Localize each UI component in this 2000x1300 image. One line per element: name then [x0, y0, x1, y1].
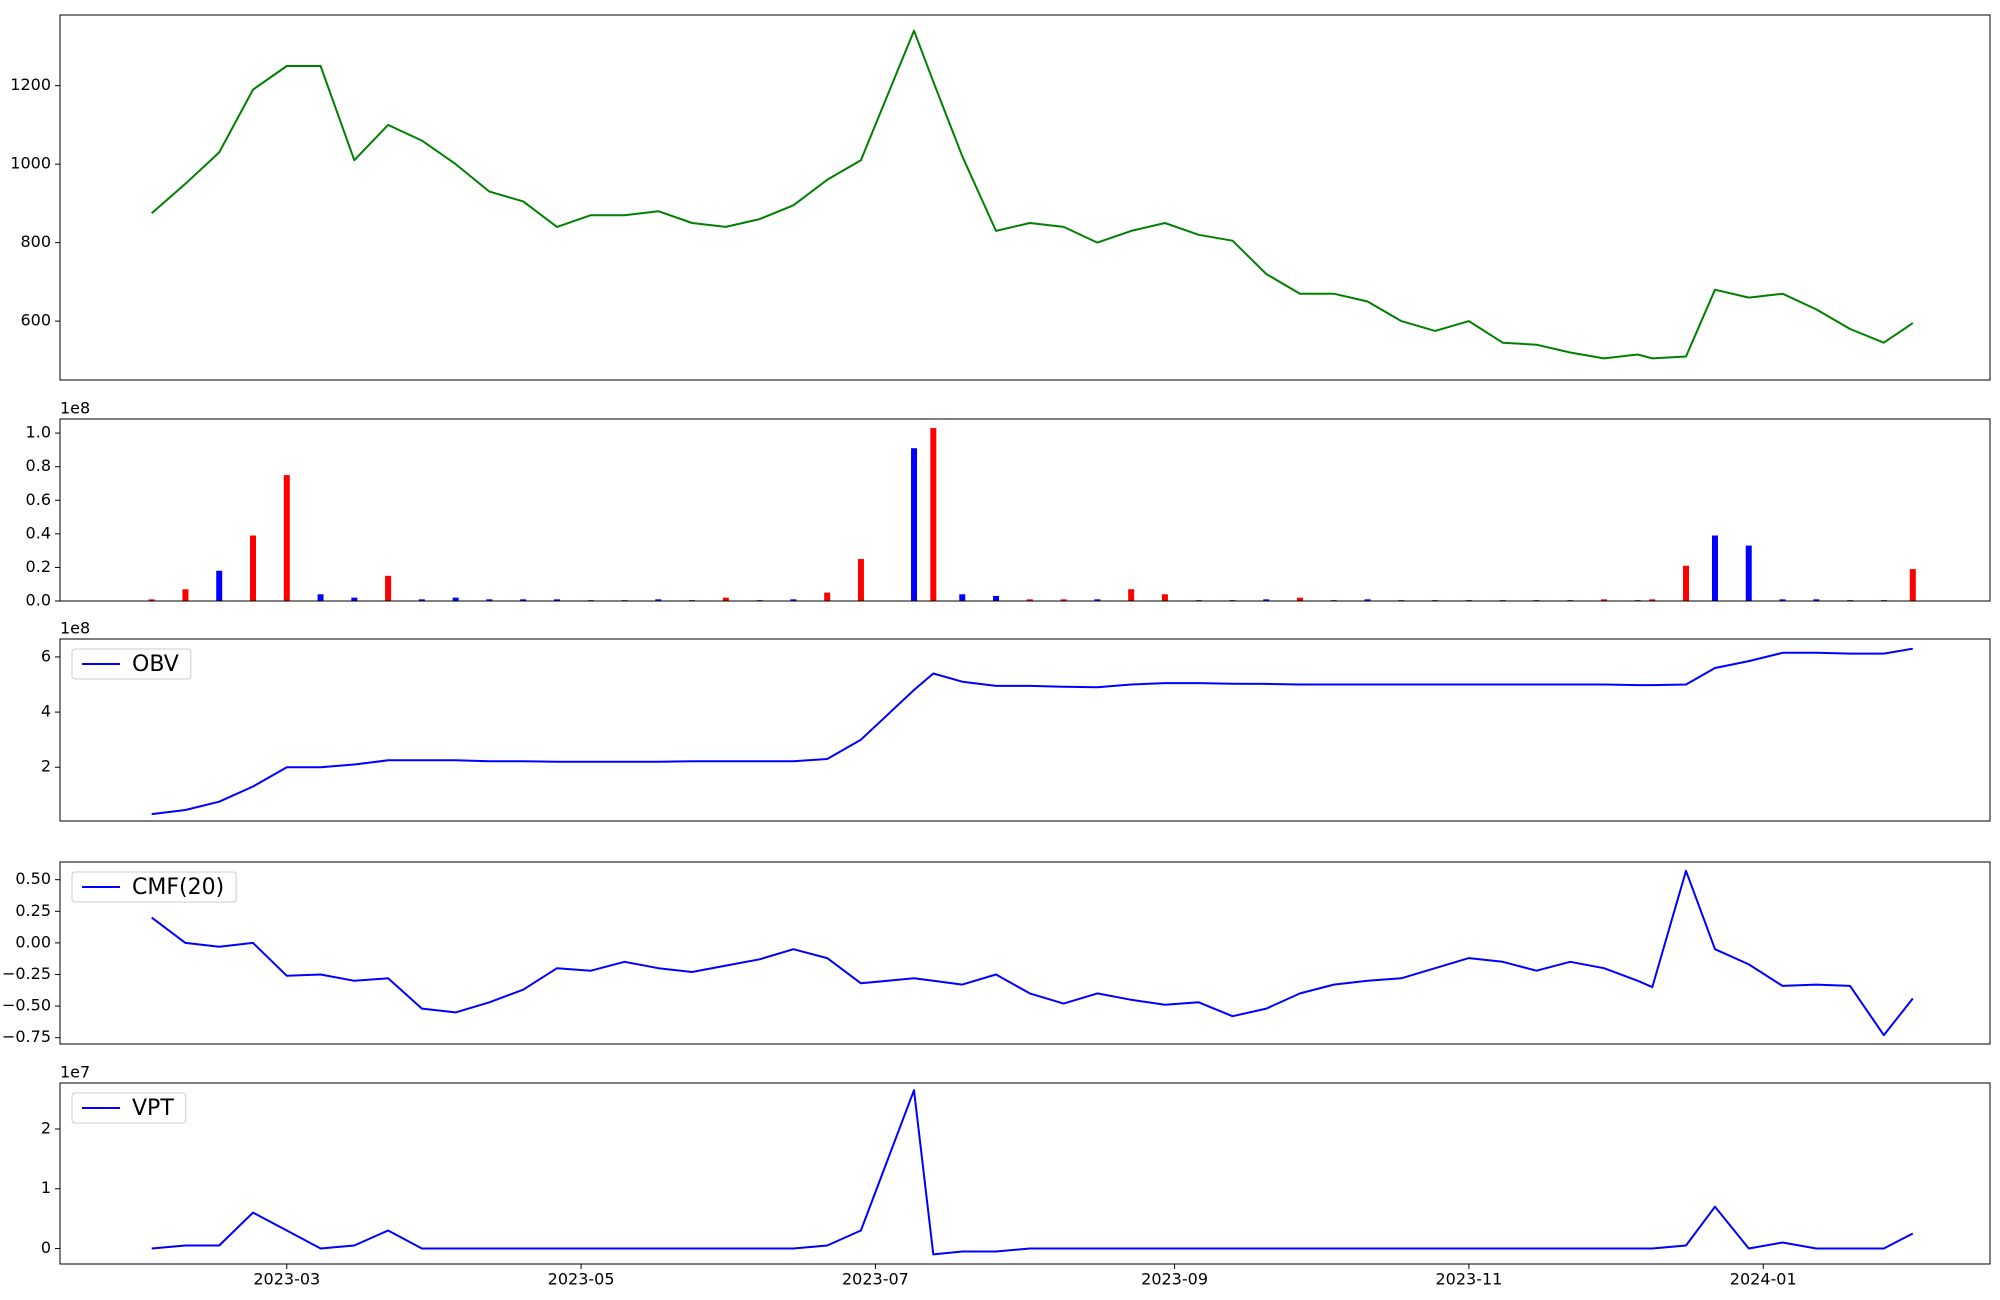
volume-bar: [959, 594, 966, 601]
line-series: [151, 1089, 1914, 1256]
volume-bar: [1813, 599, 1820, 601]
volume-bar: [486, 599, 493, 601]
legend-box: [71, 871, 237, 903]
x-tick-label: 2023-07: [842, 1270, 909, 1289]
y-tick-label: 600: [20, 311, 51, 330]
legend-box: [71, 648, 192, 680]
axis-offset-label: 1e7: [60, 1063, 90, 1082]
volume-bar: [1128, 589, 1135, 601]
volume-bar: [385, 575, 392, 601]
y-tick-label: 0.00: [15, 932, 51, 951]
legend-label: OBV: [132, 652, 179, 677]
volume-bar: [1649, 599, 1656, 601]
axes-frame: [59, 861, 1991, 1045]
volume-bar: [351, 597, 358, 601]
legend-label: CMF(20): [132, 875, 224, 900]
volume-bar: [1161, 594, 1168, 601]
y-tick-label: 0: [41, 1238, 51, 1257]
volume-bar: [993, 595, 1000, 601]
y-tick-label: 1200: [10, 75, 51, 94]
axis-offset-label: 1e8: [60, 399, 90, 418]
y-tick-label: 0.0: [26, 591, 51, 610]
volume-bar: [911, 448, 918, 601]
x-tick-label: 2023-05: [548, 1270, 615, 1289]
legend-box: [71, 1092, 187, 1124]
volume-bar: [1026, 599, 1033, 601]
volume-bar: [553, 599, 560, 601]
volume-bar: [930, 428, 937, 601]
volume-bar: [283, 475, 290, 601]
volume-bar: [182, 589, 189, 601]
y-tick-label: 0.8: [26, 456, 51, 475]
volume-bar: [1094, 599, 1101, 601]
y-tick-label: 1: [41, 1178, 51, 1197]
volume-bar: [1364, 599, 1371, 601]
volume-bar: [1711, 535, 1718, 601]
legend-label: VPT: [132, 1096, 174, 1121]
volume-bar: [1779, 599, 1786, 601]
y-tick-label: 0.6: [26, 490, 51, 509]
volume-bar: [824, 592, 831, 601]
y-tick-label: 2: [41, 757, 51, 776]
y-tick-label: 1.0: [26, 423, 51, 442]
axes-frame: [59, 418, 1991, 602]
volume-bar: [216, 570, 223, 601]
volume-bar: [722, 597, 729, 601]
axes-frame: [59, 638, 1991, 822]
line-series: [151, 869, 1914, 1037]
y-tick-label: 0.2: [26, 557, 51, 576]
y-tick-label: −0.25: [2, 964, 51, 983]
y-tick-label: 2: [41, 1118, 51, 1137]
line-series: [151, 29, 1914, 360]
y-tick-label: 6: [41, 646, 51, 665]
y-tick-label: 0.25: [15, 901, 51, 920]
x-tick-label: 2023-09: [1141, 1270, 1208, 1289]
y-tick-label: 0.50: [15, 869, 51, 888]
volume-bar: [317, 594, 324, 601]
y-tick-label: 0.4: [26, 523, 51, 542]
volume-bar: [520, 599, 527, 601]
volume-bar: [148, 599, 155, 601]
volume-bar: [1060, 599, 1067, 601]
y-tick-label: 800: [20, 232, 51, 251]
volume-bar: [1909, 569, 1916, 601]
volume-bar: [250, 535, 256, 601]
volume-bar: [1263, 599, 1270, 601]
volume-bar: [790, 599, 797, 601]
volume-bar: [1297, 597, 1304, 601]
y-tick-label: −0.50: [2, 996, 51, 1015]
x-tick-label: 2024-01: [1730, 1270, 1797, 1289]
x-tick-label: 2023-03: [253, 1270, 320, 1289]
volume-bar: [452, 597, 459, 601]
volume-bar: [655, 599, 662, 601]
volume-bar: [418, 599, 425, 601]
axes-frame: [59, 1082, 1991, 1265]
line-series: [151, 647, 1913, 816]
y-tick-label: −0.75: [2, 1027, 51, 1046]
axes-frame: [59, 14, 1991, 381]
volume-bar: [1683, 565, 1690, 601]
y-tick-label: 4: [41, 702, 51, 721]
y-tick-label: 1000: [10, 154, 51, 173]
x-tick-label: 2023-11: [1435, 1270, 1502, 1289]
volume-bar: [1601, 599, 1607, 601]
volume-bar: [857, 559, 864, 601]
volume-bar: [1745, 545, 1752, 601]
axis-offset-label: 1e8: [60, 619, 90, 638]
